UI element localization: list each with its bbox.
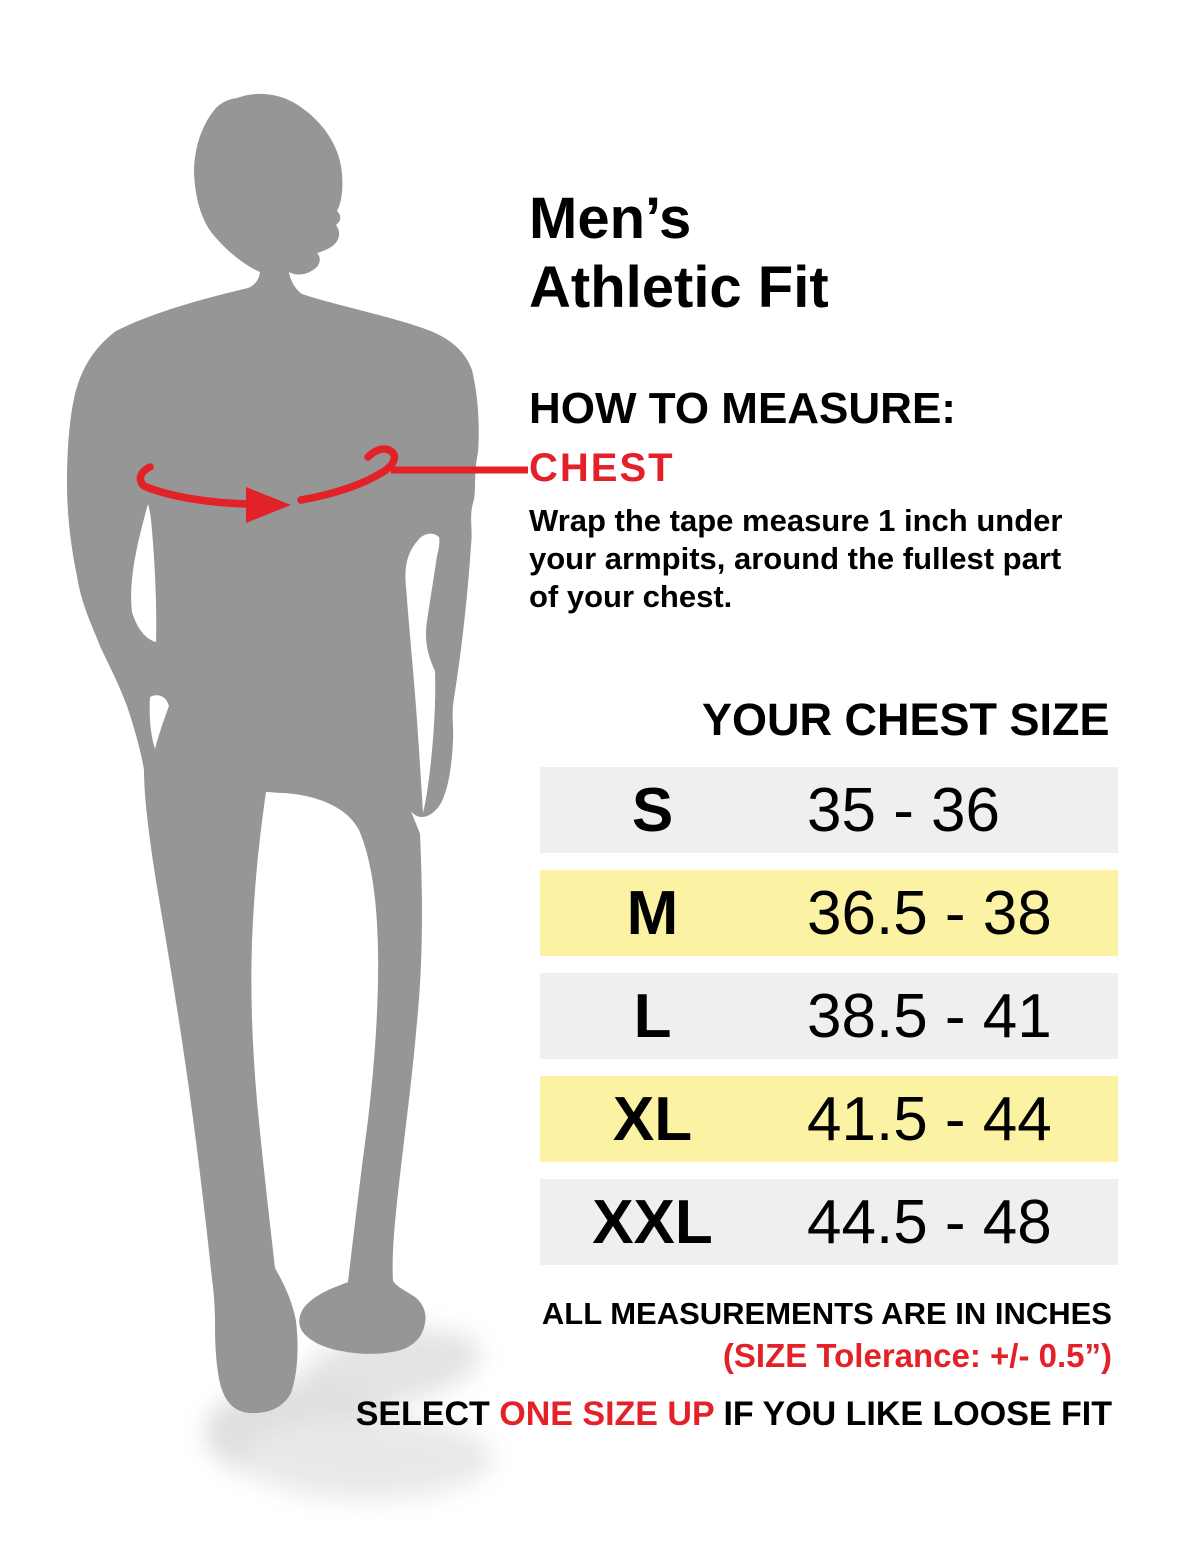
size-row-xxl: XXL 44.5 - 48 [540, 1179, 1118, 1265]
loose-fit-highlight: ONE SIZE UP [499, 1395, 715, 1433]
measure-description: Wrap the tape measure 1 inch under your … [529, 502, 1062, 616]
loose-fit-prefix: SELECT [355, 1395, 500, 1433]
chest-range: 36.5 - 38 [807, 878, 1052, 948]
chest-label: CHEST [529, 446, 675, 490]
size-label: XL [612, 1084, 693, 1154]
male-silhouette [67, 93, 479, 1414]
size-label: S [631, 775, 674, 845]
measure-arc-left [136, 463, 251, 508]
chest-range: 38.5 - 41 [807, 981, 1052, 1051]
title-line1: Men’s [529, 186, 692, 251]
table-header: YOUR CHEST SIZE [702, 694, 1110, 745]
hand-hip-notch [149, 695, 169, 749]
arm-torso-gap-left [131, 504, 157, 642]
size-row-s: S 35 - 36 [540, 767, 1118, 853]
loose-fit-suffix: IF YOU LIKE LOOSE FIT [714, 1395, 1112, 1433]
size-row-m: M 36.5 - 38 [540, 870, 1118, 956]
size-row-l: L 38.5 - 41 [540, 973, 1118, 1059]
arm-torso-gap-right [405, 533, 440, 813]
page-title: Men’s Athletic Fit [529, 184, 829, 322]
note-loose-fit: SELECT ONE SIZE UP IF YOU LIKE LOOSE FIT [300, 1395, 1112, 1434]
note-units: ALL MEASUREMENTS ARE IN INCHES [541, 1296, 1112, 1331]
description-line: of your chest. [529, 579, 733, 614]
measure-arrowhead [246, 487, 291, 523]
title-line2: Athletic Fit [529, 255, 829, 320]
description-line: your armpits, around the fullest part [529, 541, 1062, 576]
how-to-measure-heading: HOW TO MEASURE: [529, 384, 956, 433]
chest-range: 44.5 - 48 [807, 1187, 1052, 1257]
note-tolerance: (SIZE Tolerance: +/- 0.5”) [722, 1337, 1112, 1374]
measure-arc-right [297, 445, 398, 504]
size-label: M [626, 878, 679, 948]
size-label: L [633, 981, 672, 1051]
size-label: XXL [592, 1187, 713, 1257]
description-line: Wrap the tape measure 1 inch under [529, 503, 1063, 538]
chest-measure-arrow [136, 445, 528, 523]
size-row-xl: XL 41.5 - 44 [540, 1076, 1118, 1162]
chest-range: 41.5 - 44 [807, 1084, 1052, 1154]
chest-range: 35 - 36 [807, 775, 1001, 845]
